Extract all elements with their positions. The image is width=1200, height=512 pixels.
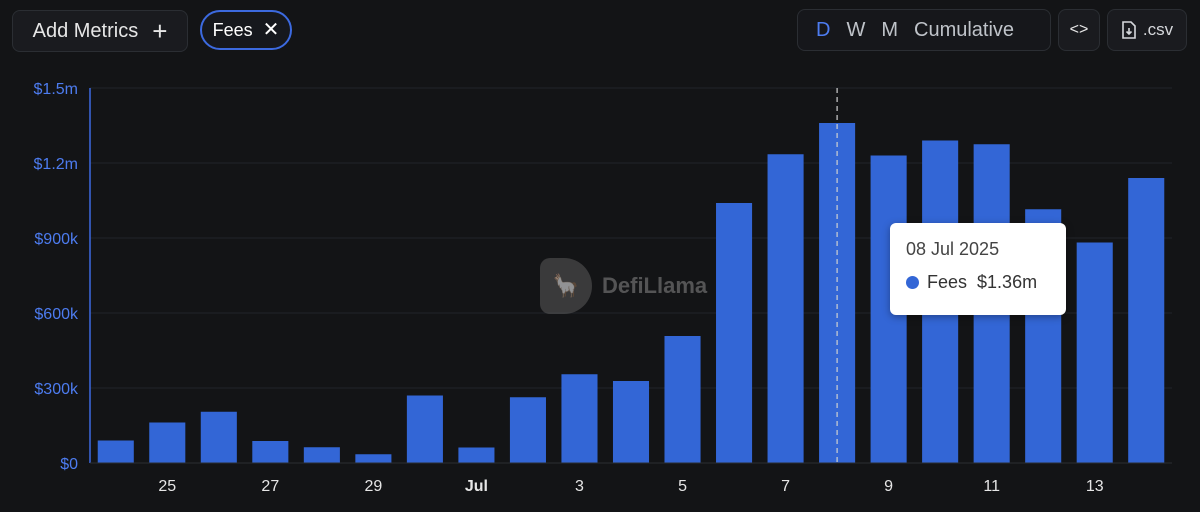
defillama-watermark: 🦙 DefiLlama bbox=[540, 258, 707, 314]
x-tick-label: 5 bbox=[678, 478, 687, 495]
period-weekly-button[interactable]: W bbox=[846, 18, 866, 41]
fees-metric-chip[interactable]: Fees ✕ bbox=[200, 10, 292, 50]
bar-2025-07-01[interactable] bbox=[458, 447, 495, 464]
x-axis-ticks: 25 27 29 Jul 3 5 7 9 11 13 bbox=[158, 478, 1103, 495]
x-tick-label: 7 bbox=[781, 478, 790, 495]
download-file-icon bbox=[1122, 21, 1136, 39]
close-icon[interactable]: ✕ bbox=[262, 19, 280, 41]
bar-2025-07-04[interactable] bbox=[612, 381, 650, 463]
add-metrics-button[interactable]: Add Metrics + bbox=[12, 10, 188, 52]
chart-tooltip: 08 Jul 2025 Fees $1.36m bbox=[890, 223, 1066, 315]
plus-icon: + bbox=[152, 16, 168, 46]
period-daily-button[interactable]: D bbox=[816, 18, 831, 41]
x-tick-label: 25 bbox=[158, 478, 176, 495]
y-tick-label: $600k bbox=[34, 306, 79, 323]
tooltip-series-name: Fees bbox=[927, 272, 968, 292]
tooltip-date: 08 Jul 2025 bbox=[906, 239, 1000, 259]
tooltip-series-row: Fees $1.36m bbox=[906, 272, 1050, 293]
bar-2025-06-27[interactable] bbox=[252, 441, 289, 463]
y-axis-ticks: $0 $300k $600k $900k $1.2m $1.5m bbox=[34, 81, 79, 473]
bar-2025-07-06[interactable] bbox=[716, 203, 753, 463]
bar-2025-07-14[interactable] bbox=[1128, 178, 1165, 463]
period-monthly-button[interactable]: M bbox=[881, 18, 899, 41]
y-tick-label: $300k bbox=[34, 381, 79, 398]
x-tick-label: 13 bbox=[1086, 478, 1104, 495]
bar-2025-06-26[interactable] bbox=[200, 411, 237, 463]
bar-2025-06-28[interactable] bbox=[303, 447, 340, 463]
embed-button[interactable]: <> bbox=[1058, 9, 1100, 51]
bar-2025-06-25[interactable] bbox=[149, 422, 186, 464]
x-tick-label: 11 bbox=[983, 478, 1000, 495]
x-tick-label: 29 bbox=[364, 478, 382, 495]
period-cumulative-button[interactable]: Cumulative bbox=[914, 18, 1015, 41]
tooltip-value: $1.36m bbox=[977, 272, 1038, 292]
bar-2025-06-24[interactable] bbox=[97, 440, 134, 464]
y-tick-label: $1.5m bbox=[34, 81, 78, 98]
bar-2025-07-13[interactable] bbox=[1076, 242, 1113, 464]
bar-2025-07-02[interactable] bbox=[509, 397, 546, 463]
llama-logo-icon: 🦙 bbox=[540, 258, 592, 314]
csv-label: .csv bbox=[1142, 20, 1174, 39]
bar-2025-07-05[interactable] bbox=[664, 336, 701, 463]
download-csv-button[interactable]: .csv bbox=[1107, 9, 1187, 51]
x-tick-label: 3 bbox=[575, 478, 584, 495]
series-color-dot bbox=[906, 276, 919, 289]
fees-chip-label: Fees bbox=[212, 19, 253, 40]
x-tick-label: 9 bbox=[884, 478, 893, 495]
x-tick-label: Jul bbox=[465, 478, 488, 495]
bar-2025-06-30[interactable] bbox=[406, 395, 443, 464]
y-tick-label: $900k bbox=[34, 231, 79, 248]
y-tick-label: $0 bbox=[60, 456, 78, 473]
watermark-text: DefiLlama bbox=[602, 273, 708, 298]
bar-2025-07-07[interactable] bbox=[767, 154, 804, 463]
x-tick-label: 27 bbox=[261, 478, 279, 495]
add-metrics-label: Add Metrics bbox=[32, 19, 139, 42]
period-selector: D W M Cumulative bbox=[797, 9, 1051, 51]
bar-2025-06-29[interactable] bbox=[355, 454, 392, 463]
y-tick-label: $1.2m bbox=[34, 156, 78, 173]
code-icon: <> bbox=[1069, 21, 1089, 38]
bar-2025-07-03[interactable] bbox=[561, 374, 598, 463]
